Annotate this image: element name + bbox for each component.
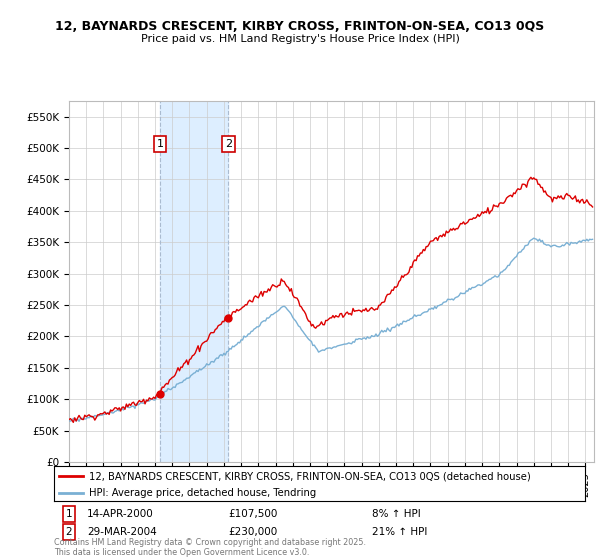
Text: 2: 2: [224, 139, 232, 149]
Text: HPI: Average price, detached house, Tendring: HPI: Average price, detached house, Tend…: [89, 488, 316, 497]
Text: Price paid vs. HM Land Registry's House Price Index (HPI): Price paid vs. HM Land Registry's House …: [140, 34, 460, 44]
Bar: [160, 101, 228, 462]
Text: 2: 2: [65, 527, 73, 537]
Text: 1: 1: [157, 139, 164, 149]
Text: Contains HM Land Registry data © Crown copyright and database right 2025.
This d: Contains HM Land Registry data © Crown c…: [54, 538, 366, 557]
Text: 12, BAYNARDS CRESCENT, KIRBY CROSS, FRINTON-ON-SEA, CO13 0QS: 12, BAYNARDS CRESCENT, KIRBY CROSS, FRIN…: [55, 20, 545, 32]
Text: 8% ↑ HPI: 8% ↑ HPI: [372, 509, 421, 519]
Text: 29-MAR-2004: 29-MAR-2004: [87, 527, 157, 537]
Text: 12, BAYNARDS CRESCENT, KIRBY CROSS, FRINTON-ON-SEA, CO13 0QS (detached house): 12, BAYNARDS CRESCENT, KIRBY CROSS, FRIN…: [89, 471, 530, 481]
Text: 1: 1: [65, 509, 73, 519]
Text: £230,000: £230,000: [228, 527, 277, 537]
Text: £107,500: £107,500: [228, 509, 277, 519]
Text: 14-APR-2000: 14-APR-2000: [87, 509, 154, 519]
Text: 21% ↑ HPI: 21% ↑ HPI: [372, 527, 427, 537]
